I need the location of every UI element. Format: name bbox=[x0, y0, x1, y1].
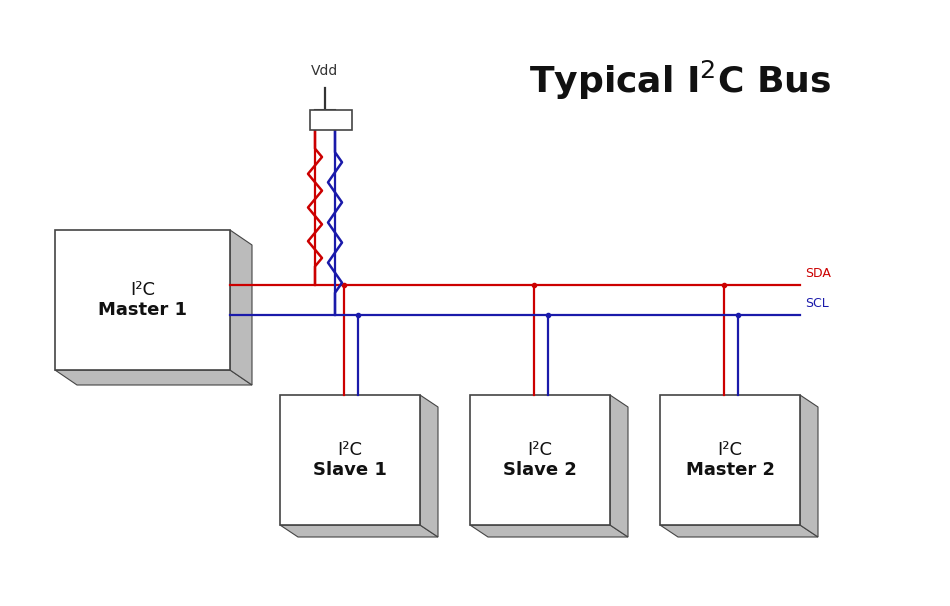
Text: Typical I$^2$C Bus: Typical I$^2$C Bus bbox=[529, 58, 831, 102]
Text: Vdd: Vdd bbox=[312, 64, 338, 78]
Text: I²C: I²C bbox=[337, 441, 363, 459]
Bar bbox=[55, 230, 230, 370]
Polygon shape bbox=[55, 370, 252, 385]
Bar bbox=[470, 395, 610, 525]
Polygon shape bbox=[280, 525, 438, 537]
Polygon shape bbox=[800, 395, 818, 537]
Text: SDA: SDA bbox=[805, 267, 831, 280]
Bar bbox=[310, 110, 352, 130]
Text: I²C: I²C bbox=[717, 441, 743, 459]
Polygon shape bbox=[230, 230, 252, 385]
Polygon shape bbox=[660, 525, 818, 537]
Text: I²C: I²C bbox=[130, 281, 155, 299]
Polygon shape bbox=[610, 395, 628, 537]
Bar bbox=[280, 395, 420, 525]
Polygon shape bbox=[420, 395, 438, 537]
Bar bbox=[660, 395, 800, 525]
Polygon shape bbox=[470, 525, 628, 537]
Text: I²C: I²C bbox=[527, 441, 553, 459]
Text: SCL: SCL bbox=[805, 297, 828, 310]
Text: Master 1: Master 1 bbox=[98, 301, 187, 319]
Text: Slave 1: Slave 1 bbox=[314, 461, 387, 479]
Text: Master 2: Master 2 bbox=[686, 461, 774, 479]
Text: Slave 2: Slave 2 bbox=[504, 461, 577, 479]
